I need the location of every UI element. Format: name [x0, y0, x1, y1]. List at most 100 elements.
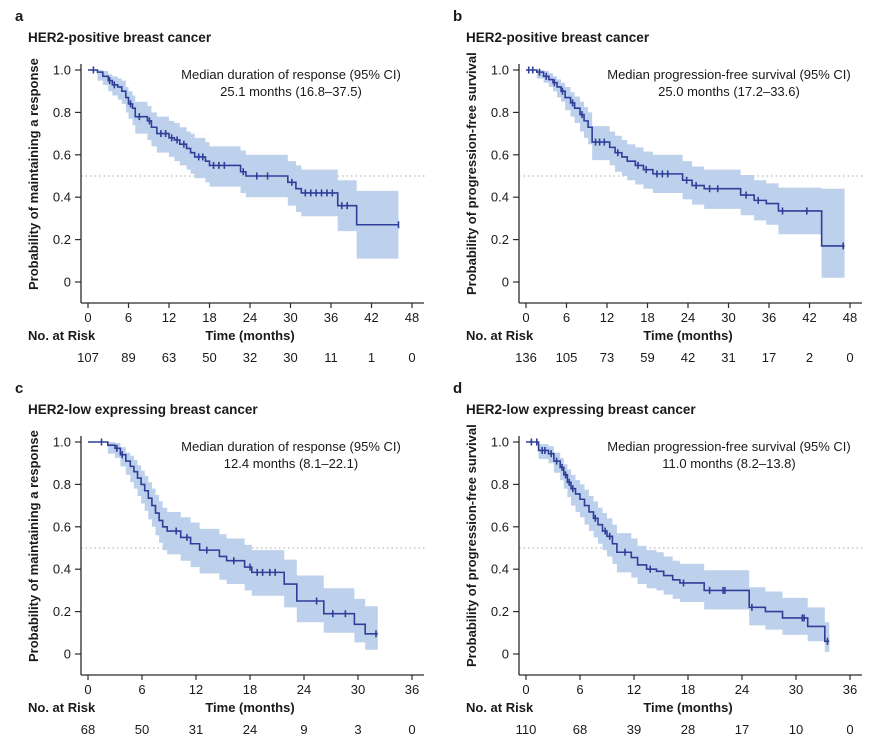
- panel-a: a HER2-positive breast cancer Probabilit…: [0, 0, 438, 372]
- x-tick-label: 6: [138, 682, 145, 697]
- risk-count: 39: [627, 722, 641, 737]
- x-tick-label: 6: [125, 310, 132, 325]
- risk-count: 30: [283, 350, 297, 365]
- x-tick-label: 0: [522, 682, 529, 697]
- y-tick-label: 0.2: [491, 232, 509, 247]
- y-tick-label: 0.8: [53, 477, 71, 492]
- y-tick-label: 1.0: [53, 435, 71, 450]
- risk-count: 59: [640, 350, 654, 365]
- y-tick-label: 0: [502, 275, 509, 290]
- risk-count: 0: [846, 722, 853, 737]
- median-annotation: Median progression-free survival (95% CI…: [586, 66, 872, 100]
- km-plot: 1.0 0.8 0.6 0.4 0.2 0 0 107 6 89 12 63 18 50 24 32 30 30 3…: [28, 63, 426, 365]
- x-axis-title: Time (months): [643, 328, 732, 343]
- median-annotation-line2: 12.4 months (8.1–22.1): [223, 456, 359, 471]
- y-tick-label: 0.8: [53, 105, 71, 120]
- risk-count: 28: [681, 722, 695, 737]
- y-tick-label: 0.8: [491, 477, 509, 492]
- risk-count: 105: [556, 350, 578, 365]
- x-tick-label: 12: [162, 310, 176, 325]
- y-tick-label: 1.0: [491, 63, 509, 78]
- km-plot: 1.0 0.8 0.6 0.4 0.2 0 0 68 6 50 12 31 18 24 24 9 30 3 36 0 N…: [28, 435, 426, 737]
- panel-letter: c: [15, 380, 24, 397]
- risk-count: 2: [806, 350, 813, 365]
- risk-count: 17: [762, 350, 776, 365]
- x-tick-label: 30: [351, 682, 365, 697]
- y-tick-label: 0.6: [53, 519, 71, 534]
- y-tick-label: 1.0: [491, 435, 509, 450]
- x-tick-label: 36: [324, 310, 338, 325]
- risk-count: 17: [735, 722, 749, 737]
- risk-count: 89: [121, 350, 135, 365]
- risk-count: 136: [515, 350, 537, 365]
- risk-count: 31: [721, 350, 735, 365]
- confidence-band: [526, 442, 830, 652]
- median-annotation-line1: Median progression-free survival (95% CI…: [607, 67, 851, 82]
- x-tick-label: 36: [762, 310, 776, 325]
- risk-count: 1: [368, 350, 375, 365]
- risk-count: 9: [300, 722, 307, 737]
- x-tick-label: 12: [189, 682, 203, 697]
- x-tick-label: 30: [789, 682, 803, 697]
- x-tick-label: 24: [243, 310, 257, 325]
- panel-d: d HER2-low expressing breast cancer Prob…: [438, 372, 876, 744]
- median-annotation-line2: 11.0 months (8.2–13.8): [662, 456, 796, 471]
- y-tick-label: 0.6: [491, 147, 509, 162]
- x-tick-label: 18: [640, 310, 654, 325]
- y-tick-label: 0.4: [53, 190, 71, 205]
- panel-letter: b: [453, 8, 463, 25]
- median-annotation-line1: Median duration of response (95% CI): [181, 67, 401, 82]
- x-tick-label: 6: [563, 310, 570, 325]
- risk-table-label: No. at Risk: [466, 328, 534, 343]
- y-tick-label: 0.6: [491, 519, 509, 534]
- risk-count: 32: [243, 350, 257, 365]
- risk-count: 11: [324, 350, 338, 365]
- x-tick-label: 36: [843, 682, 857, 697]
- median-annotation-line1: Median progression-free survival (95% CI…: [607, 439, 851, 454]
- risk-count: 107: [77, 350, 99, 365]
- x-tick-label: 24: [297, 682, 311, 697]
- x-tick-label: 48: [405, 310, 419, 325]
- x-tick-label: 42: [364, 310, 378, 325]
- panel-c: c HER2-low expressing breast cancer Prob…: [0, 372, 438, 744]
- confidence-band: [526, 70, 845, 278]
- confidence-band: [88, 442, 378, 650]
- risk-count: 50: [202, 350, 216, 365]
- median-annotation-line2: 25.1 months (16.8–37.5): [220, 84, 362, 99]
- x-tick-label: 30: [721, 310, 735, 325]
- risk-table-label: No. at Risk: [28, 700, 96, 715]
- x-axis-title: Time (months): [205, 700, 294, 715]
- risk-count: 42: [681, 350, 695, 365]
- y-tick-label: 0: [64, 275, 71, 290]
- km-curve: [88, 441, 378, 635]
- median-annotation: Median progression-free survival (95% CI…: [586, 438, 872, 472]
- risk-count: 73: [600, 350, 614, 365]
- x-tick-label: 30: [283, 310, 297, 325]
- risk-table-label: No. at Risk: [466, 700, 534, 715]
- x-tick-label: 12: [627, 682, 641, 697]
- x-axis-title: Time (months): [643, 700, 732, 715]
- risk-count: 68: [81, 722, 95, 737]
- km-plot: 1.0 0.8 0.6 0.4 0.2 0 0 110 6 68 12 39 18 28 24 17 30 10 3…: [466, 435, 864, 737]
- y-tick-label: 0.2: [491, 604, 509, 619]
- x-tick-label: 18: [243, 682, 257, 697]
- x-axis-title: Time (months): [205, 328, 294, 343]
- risk-count: 24: [243, 722, 257, 737]
- risk-count: 0: [408, 722, 415, 737]
- y-tick-label: 0.4: [53, 562, 71, 577]
- y-tick-label: 0.2: [53, 232, 71, 247]
- median-annotation: Median duration of response (95% CI) 12.…: [148, 438, 434, 472]
- panel-title: HER2-positive breast cancer: [28, 30, 212, 45]
- y-tick-label: 0.4: [491, 190, 509, 205]
- x-tick-label: 18: [202, 310, 216, 325]
- confidence-band: [88, 70, 399, 259]
- risk-count: 50: [135, 722, 149, 737]
- risk-count: 31: [189, 722, 203, 737]
- x-tick-label: 24: [735, 682, 749, 697]
- risk-count: 63: [162, 350, 176, 365]
- y-tick-label: 0.4: [491, 562, 509, 577]
- y-tick-label: 1.0: [53, 63, 71, 78]
- x-tick-label: 36: [405, 682, 419, 697]
- km-curve: [526, 69, 845, 247]
